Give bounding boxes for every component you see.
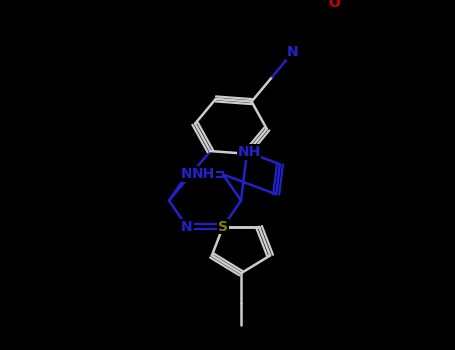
Text: S: S [218,220,228,234]
Text: NH: NH [238,145,261,159]
Text: O: O [328,0,340,9]
Text: NH: NH [192,167,215,181]
Text: N: N [287,45,298,59]
Text: N: N [181,220,193,234]
Text: N: N [181,167,193,181]
